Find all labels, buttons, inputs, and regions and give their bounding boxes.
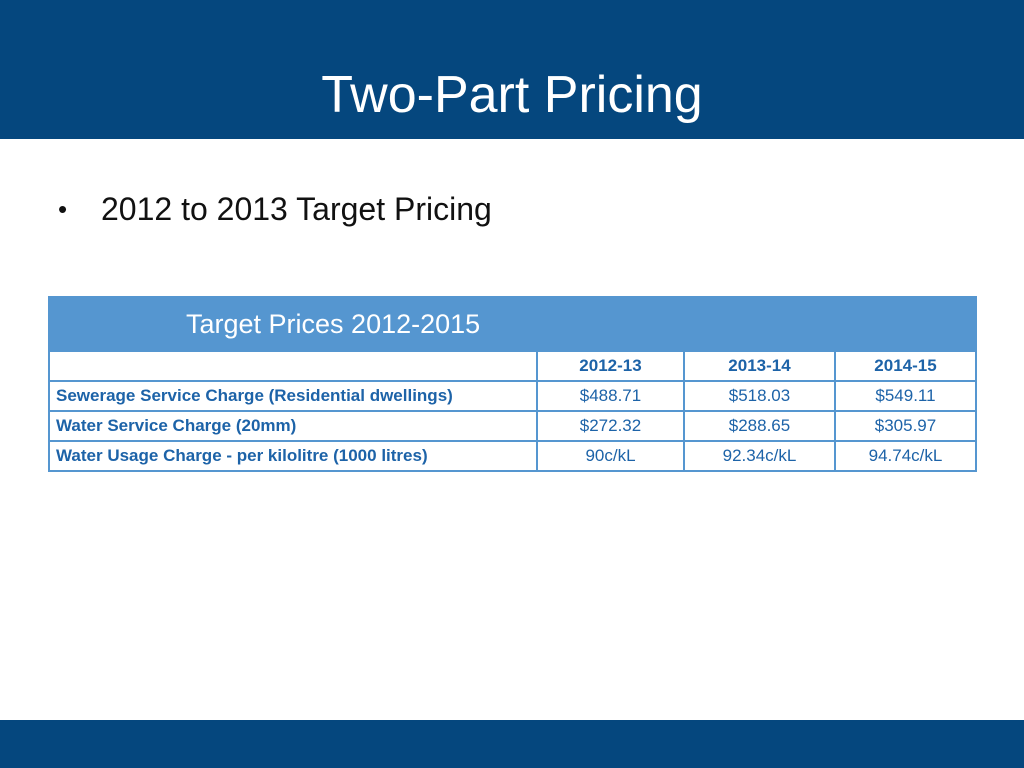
slide-title: Two-Part Pricing (321, 66, 703, 124)
column-header-2013-14: 2013-14 (683, 350, 836, 382)
column-header-2014-15: 2014-15 (834, 350, 977, 382)
row-label-sewerage: Sewerage Service Charge (Residential dwe… (48, 380, 538, 412)
target-prices-table: Target Prices 2012-2015 2012-13 2013-14 … (48, 296, 977, 472)
table-cell: $272.32 (536, 410, 685, 442)
column-header-2012-13: 2012-13 (536, 350, 685, 382)
footer-bar (0, 720, 1024, 768)
table-caption-row: Target Prices 2012-2015 (48, 296, 977, 352)
table-cell: $549.11 (834, 380, 977, 412)
column-header-empty (48, 350, 538, 382)
table-caption: Target Prices 2012-2015 (48, 296, 977, 352)
table-row: Water Usage Charge - per kilolitre (1000… (48, 440, 977, 472)
bullet-dot-icon: • (58, 194, 68, 224)
row-label-water-service: Water Service Charge (20mm) (48, 410, 538, 442)
table-cell: $488.71 (536, 380, 685, 412)
title-bar: Two-Part Pricing (0, 0, 1024, 139)
bullet-item: • 2012 to 2013 Target Pricing (58, 189, 492, 229)
table-row: Sewerage Service Charge (Residential dwe… (48, 380, 977, 412)
table-row: Water Service Charge (20mm) $272.32 $288… (48, 410, 977, 442)
bullet-text: 2012 to 2013 Target Pricing (101, 191, 492, 227)
table-header-row: 2012-13 2013-14 2014-15 (48, 350, 977, 382)
row-label-water-usage: Water Usage Charge - per kilolitre (1000… (48, 440, 538, 472)
table-cell: 90c/kL (536, 440, 685, 472)
table-cell: 94.74c/kL (834, 440, 977, 472)
table-cell: 92.34c/kL (683, 440, 836, 472)
table-cell: $288.65 (683, 410, 836, 442)
table-cell: $305.97 (834, 410, 977, 442)
table-cell: $518.03 (683, 380, 836, 412)
